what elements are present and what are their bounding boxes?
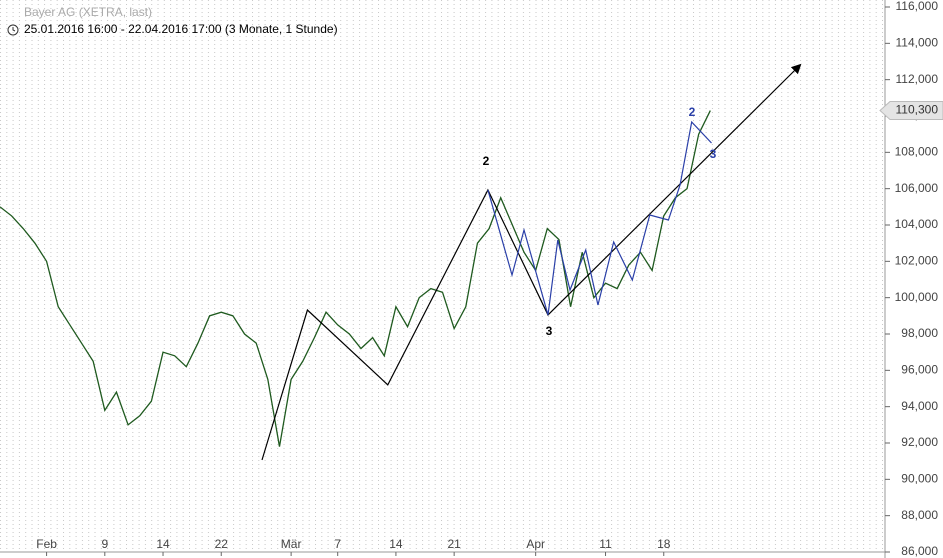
last-price-tag (879, 101, 943, 121)
x-tick-label: Mär (281, 537, 302, 551)
y-tick-label: 88,000 (901, 508, 938, 522)
wave-line (261, 63, 802, 461)
chart-title: Bayer AG (XETRA, last) (24, 5, 152, 19)
plot-background (0, 0, 885, 552)
x-tick-label: Feb (36, 537, 57, 551)
y-tick-label: 112,000 (896, 72, 939, 86)
y-tick-label: 104,000 (895, 217, 939, 231)
y-tick-label: 98,000 (901, 326, 938, 340)
y-tick-label: 108,000 (895, 145, 939, 159)
x-tick-label: 11 (599, 537, 612, 551)
y-tick-label: 94,000 (901, 399, 938, 413)
x-tick-label: 21 (447, 537, 461, 551)
clock-icon (7, 24, 19, 36)
wave-line (487, 120, 712, 316)
x-tick-label: 7 (334, 537, 341, 551)
last-price-label: 110,300 (896, 103, 939, 117)
y-tick-label: 106,000 (895, 181, 939, 195)
y-tick-label: 96,000 (901, 363, 938, 377)
y-tick-label: 114,000 (896, 36, 939, 50)
y-tick-label: 92,000 (901, 435, 938, 449)
wave-label: 3 (710, 147, 717, 161)
price-line (0, 110, 711, 447)
x-tick-label: 14 (156, 537, 170, 551)
x-tick-label: 18 (657, 537, 671, 551)
clock-hand (12, 27, 16, 32)
y-tick-label: 86,000 (901, 544, 938, 558)
x-tick-label: 14 (389, 537, 403, 551)
chart-subtitle: 25.01.2016 16:00 - 22.04.2016 17:00 (3 M… (24, 22, 338, 36)
x-tick-label: Apr (526, 537, 545, 551)
y-tick-label: 116,000 (896, 0, 939, 13)
y-tick-label: 102,000 (895, 254, 939, 268)
y-tick-label: 90,000 (901, 472, 938, 486)
wave-label: 2 (689, 105, 696, 119)
x-tick-label: 9 (101, 537, 108, 551)
x-tick-label: 22 (215, 537, 229, 551)
y-tick-label: 100,000 (895, 290, 939, 304)
wave-label: 3 (546, 324, 553, 338)
wave-label: 2 (483, 154, 490, 168)
